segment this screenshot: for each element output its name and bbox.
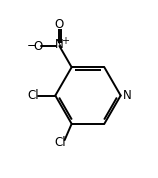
Text: N: N bbox=[122, 89, 131, 102]
Text: Cl: Cl bbox=[27, 89, 39, 102]
Text: O: O bbox=[55, 18, 64, 31]
Text: −: − bbox=[27, 39, 37, 52]
Text: +: + bbox=[61, 36, 69, 46]
Text: N: N bbox=[55, 38, 64, 51]
Text: O: O bbox=[34, 40, 43, 53]
Text: Cl: Cl bbox=[54, 136, 66, 149]
